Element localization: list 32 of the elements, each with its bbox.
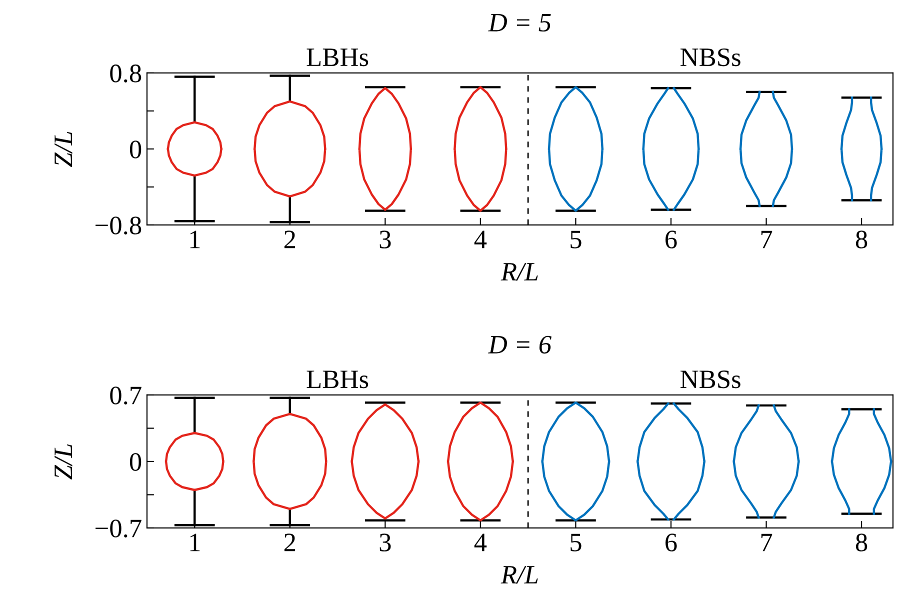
x-tick-label: 8 [856, 534, 868, 552]
chart-title: D = 5 [488, 14, 551, 32]
y-tick-label: 0.7 [110, 386, 142, 405]
x-tick-label: 7 [761, 534, 772, 552]
text: NBSs [680, 48, 740, 66]
text: LBHs [306, 48, 368, 66]
x-axis-title: R/L [500, 566, 538, 584]
y-tick-label: 0 [130, 140, 142, 158]
text: NBSs [680, 370, 740, 388]
x-tick-label: 2 [284, 534, 296, 552]
x-axis-title: R/L [500, 263, 538, 281]
x-tick-label: 4 [474, 230, 487, 248]
y-tick-label: −0.7 [96, 520, 142, 538]
x-tick-label: 8 [856, 230, 868, 248]
x-tick-label: 4 [474, 534, 487, 552]
y-tick-label: 0.8 [110, 64, 142, 82]
x-tick-label: 2 [284, 230, 296, 248]
chart-title: D = 6 [488, 336, 552, 354]
y-axis-title: Z/L [54, 444, 72, 480]
text: LBHs [306, 370, 368, 388]
x-tick-label: 6 [666, 534, 677, 552]
x-tick-label: 5 [570, 534, 582, 552]
y-tick-label: −0.8 [96, 216, 142, 234]
x-tick-label: 5 [570, 230, 582, 248]
y-tick-label: 0 [130, 453, 142, 471]
x-tick-label: 3 [380, 230, 391, 248]
x-tick-label: 7 [761, 230, 772, 248]
x-tick-label: 6 [666, 230, 677, 248]
x-tick-label: 1 [190, 534, 200, 552]
y-axis-title: Z/L [54, 132, 72, 167]
x-tick-label: 3 [380, 534, 391, 552]
x-tick-label: 1 [190, 230, 200, 248]
